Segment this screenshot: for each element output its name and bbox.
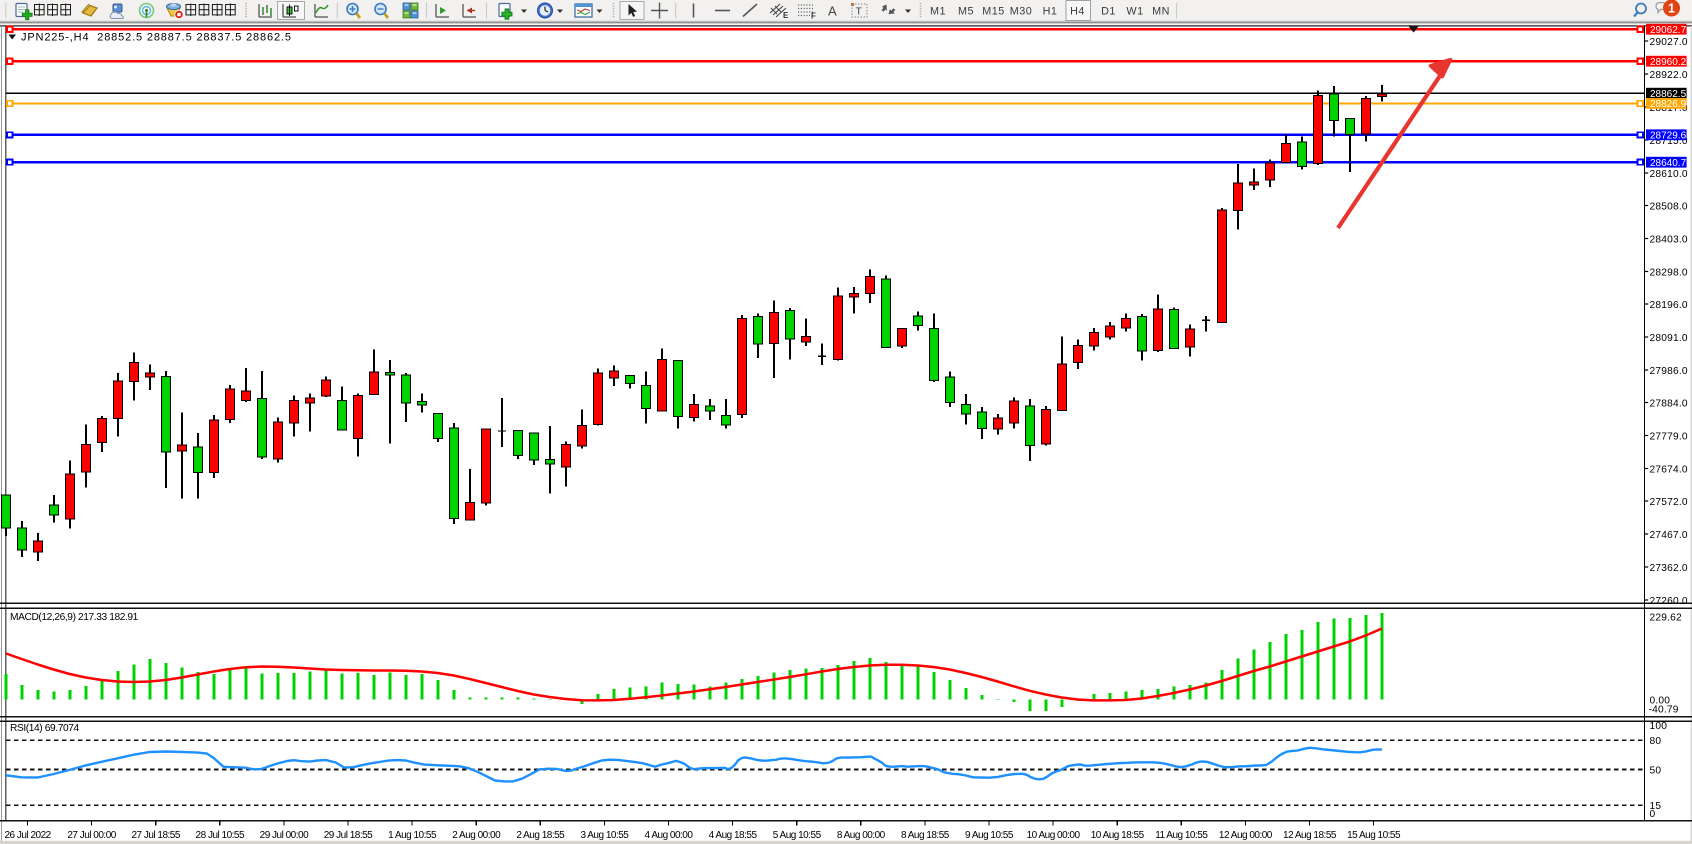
svg-text:H4: H4	[1070, 6, 1085, 18]
svg-text:M5: M5	[958, 6, 974, 18]
svg-text:26 Jul 2022: 26 Jul 2022	[5, 830, 52, 841]
svg-text:28610.0: 28610.0	[1650, 169, 1688, 180]
svg-text:27 Jul 18:55: 27 Jul 18:55	[131, 830, 180, 841]
svg-text:28922.0: 28922.0	[1650, 70, 1688, 81]
svg-text:JPN225-,H4 28852.5 28887.5 28: JPN225-,H4 28852.5 28887.5 28837.5 28862…	[21, 32, 292, 44]
svg-text:50: 50	[1650, 765, 1662, 776]
svg-text:10 Aug 00:00: 10 Aug 00:00	[1027, 830, 1081, 841]
svg-text:28729.6: 28729.6	[1650, 131, 1687, 142]
svg-text:RSI(14) 69.7074: RSI(14) 69.7074	[10, 723, 79, 734]
svg-text:15 Aug 10:55: 15 Aug 10:55	[1347, 830, 1401, 841]
svg-text:4 Aug 18:55: 4 Aug 18:55	[709, 830, 758, 841]
svg-text:28826.9: 28826.9	[1650, 99, 1687, 110]
svg-text:MACD(12,26,9) 217.33 182.91: MACD(12,26,9) 217.33 182.91	[10, 612, 139, 623]
svg-text:8 Aug 18:55: 8 Aug 18:55	[901, 830, 950, 841]
svg-text:15: 15	[1650, 801, 1662, 812]
svg-text:27779.0: 27779.0	[1650, 432, 1688, 443]
svg-text:28298.0: 28298.0	[1650, 268, 1688, 279]
svg-text:28091.0: 28091.0	[1650, 333, 1688, 344]
svg-text:3 Aug 10:55: 3 Aug 10:55	[580, 830, 629, 841]
svg-text:W1: W1	[1126, 6, 1143, 18]
svg-text:28 Jul 10:55: 28 Jul 10:55	[196, 830, 245, 841]
svg-text:M15: M15	[982, 6, 1005, 18]
svg-text:27467.0: 27467.0	[1650, 530, 1688, 541]
svg-text:27986.0: 27986.0	[1650, 366, 1688, 377]
svg-text:1 Aug 10:55: 1 Aug 10:55	[388, 830, 437, 841]
svg-text:12 Aug 18:55: 12 Aug 18:55	[1283, 830, 1337, 841]
svg-text:29 Jul 00:00: 29 Jul 00:00	[260, 830, 309, 841]
svg-text:9 Aug 10:55: 9 Aug 10:55	[965, 830, 1014, 841]
svg-text:28508.0: 28508.0	[1650, 202, 1688, 213]
svg-text:0.00: 0.00	[1650, 696, 1671, 707]
svg-text:D1: D1	[1101, 6, 1116, 18]
svg-text:10 Aug 18:55: 10 Aug 18:55	[1091, 830, 1145, 841]
svg-text:5 Aug 10:55: 5 Aug 10:55	[773, 830, 822, 841]
svg-text:27884.0: 27884.0	[1650, 399, 1688, 410]
svg-text:27260.0: 27260.0	[1650, 596, 1688, 607]
svg-text:-40.79: -40.79	[1649, 705, 1679, 716]
svg-text:A: A	[828, 4, 837, 19]
svg-text:27362.0: 27362.0	[1650, 563, 1688, 574]
svg-text:100: 100	[1650, 721, 1668, 732]
svg-text:27572.0: 27572.0	[1650, 497, 1688, 508]
svg-text:MN: MN	[1152, 6, 1170, 18]
svg-text:T: T	[856, 6, 863, 18]
svg-text:28960.2: 28960.2	[1650, 57, 1687, 68]
svg-text:E: E	[783, 11, 789, 20]
svg-text:1: 1	[1668, 2, 1675, 16]
svg-text:2 Aug 18:55: 2 Aug 18:55	[516, 830, 565, 841]
svg-text:8 Aug 00:00: 8 Aug 00:00	[837, 830, 886, 841]
svg-text:2 Aug 00:00: 2 Aug 00:00	[452, 830, 501, 841]
svg-text:H1: H1	[1043, 6, 1058, 18]
svg-text:28640.7: 28640.7	[1650, 158, 1687, 169]
svg-text:28862.5: 28862.5	[1650, 89, 1687, 100]
svg-text:80: 80	[1650, 736, 1662, 747]
svg-text:29027.0: 29027.0	[1650, 37, 1688, 48]
svg-text:27 Jul 00:00: 27 Jul 00:00	[67, 830, 116, 841]
svg-text:M1: M1	[930, 6, 946, 18]
svg-text:12 Aug 00:00: 12 Aug 00:00	[1219, 830, 1273, 841]
svg-text:11 Aug 10:55: 11 Aug 10:55	[1155, 830, 1208, 841]
svg-text:28403.0: 28403.0	[1650, 235, 1688, 246]
svg-text:29 Jul 18:55: 29 Jul 18:55	[324, 830, 373, 841]
svg-text:M30: M30	[1010, 6, 1033, 18]
svg-text:29062.7: 29062.7	[1650, 25, 1687, 36]
svg-text:229.62: 229.62	[1650, 613, 1682, 624]
svg-text:28196.0: 28196.0	[1650, 300, 1688, 311]
svg-text:28715.0: 28715.0	[1650, 136, 1688, 147]
svg-text:4 Aug 00:00: 4 Aug 00:00	[645, 830, 694, 841]
svg-text:F: F	[811, 12, 816, 21]
svg-text:27674.0: 27674.0	[1650, 465, 1688, 476]
svg-text:0: 0	[1650, 809, 1656, 820]
